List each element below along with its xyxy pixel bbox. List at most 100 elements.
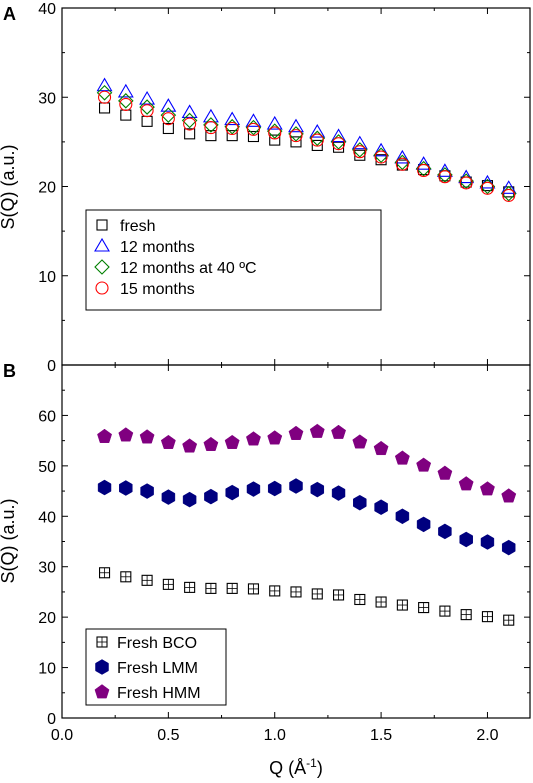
panel-b-x-tick-label: 2.0 [476, 727, 498, 744]
panel-a-legend: fresh 12 months 12 months at 40 ºC 15 month… [85, 209, 382, 311]
panel-a-y-tick-label: 10 [38, 269, 56, 286]
panel-b-point-pentagon [118, 427, 134, 442]
panel-b-point-pentagon [160, 434, 176, 449]
panel-b-point-pentagon [373, 440, 389, 456]
panel-b-point-pentagon [203, 436, 219, 451]
panel-a-point-diamond [139, 99, 155, 115]
panel-a-point-triangle [288, 118, 304, 133]
panel-b-legend: Fresh BCO Fresh LMM Fresh HMM [85, 628, 227, 706]
panel-b-point-square-cross [332, 589, 345, 601]
panel-b-point-hexagon [374, 499, 388, 515]
panel-a-legend-marker-triangle [94, 237, 110, 252]
panel-b-legend-marker-square-cross [96, 636, 108, 648]
panel-b-point-square-cross [354, 593, 366, 606]
panel-a-frame [61, 7, 531, 366]
panel-b-point-hexagon [480, 534, 495, 550]
panel-b-point-square-cross [375, 596, 387, 608]
panel-a-point-circle [417, 163, 431, 177]
panel-b-point-hexagon [416, 516, 431, 533]
panel-b-point-hexagon [140, 483, 154, 499]
panel-b-y-axis-label: S(Q) (a.u.) [0, 498, 18, 583]
panel-b-legend-marker-hexagon [95, 659, 109, 675]
panel-a-legend-label: 15 months [120, 281, 195, 298]
panel-a-point-circle [438, 170, 452, 184]
panel-a-point-triangle [458, 169, 475, 184]
panel-b-point-square-cross [396, 599, 408, 611]
panel-b-point-square-cross [439, 605, 451, 617]
panel-a-point-triangle [309, 123, 326, 138]
panel-b-point-hexagon [267, 480, 282, 497]
panel-a-legend-marker-circle [95, 281, 109, 295]
panel-a-y-axis-label: S(Q) (a.u.) [0, 144, 18, 229]
panel-b-point-hexagon [182, 491, 197, 508]
panel-a-point-triangle [436, 163, 453, 177]
panel-a-y-tick-label: 40 [38, 1, 56, 18]
panel-a-point-triangle [479, 174, 496, 189]
panel-a-point-square [247, 130, 260, 143]
panel-b-point-hexagon [161, 489, 176, 505]
panel-a-point-circle [310, 133, 324, 147]
panel-a-point-square [120, 109, 132, 121]
panel-a-point-square [162, 122, 174, 135]
panel-b-legend-label: Fresh LMM [117, 660, 198, 677]
panel-b-point-hexagon [501, 539, 516, 556]
panel-b-point-pentagon [352, 434, 368, 449]
panel-a-point-triangle [266, 115, 283, 130]
panel-a-point-triangle [181, 104, 198, 118]
panel-a: A S(Q) (a.u.) 0 10 20 30 40 fresh 12 months 12… [0, 1, 531, 375]
panel-a-point-triangle [415, 156, 432, 170]
panel-b-point-square-cross [205, 582, 217, 594]
panel-b-point-square-cross [418, 602, 430, 614]
panel-a-point-square [98, 102, 111, 114]
panel-a-point-triangle [96, 77, 113, 92]
panel-b-point-square-cross [503, 614, 515, 626]
panel-a-point-circle [204, 121, 218, 135]
panel-b-point-pentagon [394, 450, 410, 465]
panel-b-point-square-cross [269, 585, 281, 597]
panel-b-y-tick-label: 20 [38, 610, 56, 627]
panel-a-point-circle [183, 117, 197, 131]
panel-a-point-triangle [394, 149, 411, 164]
panel-b-y-tick-label: 10 [38, 661, 56, 678]
panel-b-point-pentagon [501, 488, 517, 503]
panel-a-point-circle [119, 97, 133, 111]
panel-a-point-square [184, 128, 196, 140]
panel-b-point-pentagon [267, 430, 283, 445]
panel-b-point-hexagon [119, 480, 133, 496]
panel-b-ticks: 0.0 0.5 1.0 1.5 2.0 0 10 20 30 40 50 60 [38, 364, 530, 744]
panel-a-point-circle [374, 150, 388, 164]
panel-b-point-hexagon [459, 531, 473, 548]
panel-b-legend-label: Fresh BCO [117, 635, 197, 652]
panel-b-point-pentagon [437, 465, 453, 480]
panel-b-x-tick-label: 0.0 [51, 727, 73, 744]
panel-b-point-hexagon [289, 478, 303, 494]
panel-a-point-circle [161, 112, 175, 126]
panel-b-point-pentagon [480, 481, 495, 496]
panel-b-point-hexagon [395, 508, 410, 525]
panel-a-point-square [269, 134, 281, 146]
panel-a-point-triangle [224, 111, 241, 126]
panel-a-point-square [290, 136, 302, 148]
panel-b-point-square-cross [226, 582, 238, 594]
panel-b-point-pentagon [224, 434, 240, 449]
panel-a-point-diamond [203, 117, 219, 133]
panel-a-point-circle [140, 104, 154, 118]
panel-b-y-tick-label: 40 [38, 509, 56, 526]
panel-b-legend-label: Fresh HMM [117, 685, 201, 702]
panel-b: B S(Q) (a.u.) Q (Å-1) 0.0 0.5 1.0 1.5 2.0 0 10… [0, 361, 531, 778]
panel-a-label: A [3, 4, 16, 24]
panel-a-legend-label: 12 months [120, 239, 195, 256]
panel-a-point-triangle [202, 108, 219, 123]
panel-b-point-pentagon [246, 431, 261, 446]
panel-b-point-hexagon [246, 481, 261, 497]
panel-b-markers [97, 423, 517, 626]
panel-a-point-circle [331, 137, 346, 151]
x-axis-label: Q (Å-1) [269, 756, 323, 778]
panel-b-point-pentagon [416, 457, 432, 472]
panel-b-point-square-cross [481, 611, 494, 623]
panel-a-point-circle [97, 90, 112, 104]
panel-b-x-tick-label: 1.0 [264, 727, 286, 744]
panel-b-legend-marker-pentagon [94, 684, 110, 699]
panel-a-point-triangle [373, 142, 390, 157]
panel-b-point-hexagon [225, 484, 239, 501]
